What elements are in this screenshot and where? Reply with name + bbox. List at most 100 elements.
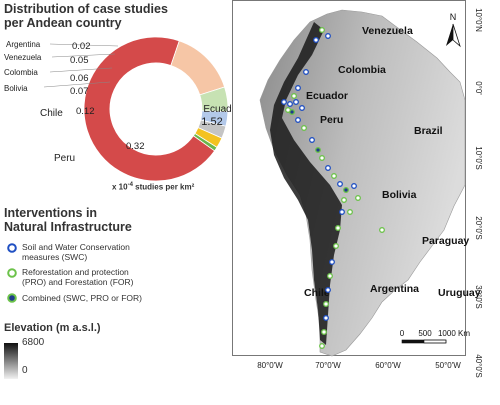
pro-for-label-line2: (PRO) and Forestation (FOR) [22,277,134,287]
map-site-point [347,209,353,215]
donut-slice-peru [170,40,226,96]
map-site-point [325,165,331,171]
map-lat-label: 40°0'S [474,354,483,377]
donut-country-argentina: Argentina [6,40,41,49]
andes-ridge [270,22,342,345]
swc-symbol [7,243,17,253]
map-site-point [379,227,385,233]
elevation-max-label: 6800 [22,337,45,348]
map-site-point [293,99,299,105]
donut-country-venezuela: Venezuela [4,53,42,62]
map-site-point [285,107,291,113]
donut-title: Distribution of case studies per Andean … [4,2,168,30]
donut-country-bolivia: Bolivia [4,84,28,93]
donut-country-chile: Chile [40,108,63,119]
map-country-bolivia: Bolivia [382,189,417,201]
map-site-point [319,27,325,33]
map-lat-label: 30°0'S [474,285,483,308]
map-country-ecuador: Ecuador [306,90,348,102]
map-lat-label: 10°0'S [474,146,483,169]
combined-label-line1: Combined (SWC, PRO or FOR) [22,293,142,303]
map-country-brazil: Brazil [414,125,443,137]
swc-label-line2: measures (SWC) [22,252,88,262]
elevation-ramp [4,343,18,379]
donut-value-chile: 0.12 [76,106,95,117]
map-site-point [323,301,329,307]
donut-title-line1: Distribution of case studies [4,2,168,16]
pro-for-symbol [7,268,17,278]
map-lon-label: 70°0'W [315,361,341,370]
donut-leader-line [51,53,116,58]
pro-for-label-line1: Reforestation and protection [22,267,129,277]
map-site-point [313,37,319,43]
donut-country-ecuador: Ecuador [203,104,240,115]
donut-value-argentina: 0.02 [72,41,91,52]
donut-slice-argentina [192,132,218,152]
map-site-point [335,225,341,231]
map-site-point [309,137,315,143]
map-country-colombia: Colombia [338,64,386,76]
interventions-title-line1: Interventions in [4,206,98,220]
map-lon-label: 60°0'W [375,361,401,370]
map-site-point [329,259,335,265]
donut-value-venezuela: 0.05 [70,55,89,66]
map-site-point [281,99,287,105]
map-site-point [341,197,347,203]
donut-value-ecuador: 1.52 [201,116,222,128]
map-country-peru: Peru [320,114,343,126]
map-country-paraguay: Paraguay [422,235,469,247]
north-arrow-icon: N [446,12,461,48]
scale-label-1000: 1000 Km [438,329,470,338]
map-country-uruguay: Uruguay [438,287,481,299]
map-lon-label: 80°0'W [257,361,283,370]
donut-leader-line [49,67,113,73]
map-site-point [343,187,349,193]
map-site-point [331,173,337,179]
swc-label-line1: Soil and Water Conservation [22,242,130,252]
interventions-title: Interventions in Natural Infrastructure [4,206,132,234]
map-site-point [319,155,325,161]
map-site-point [325,33,331,39]
donut-value-colombia: 0.06 [70,73,89,84]
elevation-min-label: 0 [22,365,28,376]
map-site-point [291,93,297,99]
donut-slice-ecuador [83,36,216,182]
map-site-point [325,287,331,293]
map-site-point [355,195,361,201]
donut-country-peru: Peru [54,153,75,164]
north-label: N [450,12,457,22]
map-lat-label: 10°0'N [474,8,483,32]
map-lat-label: 0°0' [474,81,483,95]
map-site-point [319,343,325,349]
donut-leader-line [43,81,111,88]
map-site-point [315,147,321,153]
interventions-title-line2: Natural Infrastructure [4,220,132,234]
donut-value-peru: 0.32 [126,141,145,152]
donut-value-bolivia: 0.07 [70,86,89,97]
map-country-chile: Chile [304,287,330,299]
donut-title-line2: per Andean country [4,16,122,30]
map-site-point [303,69,309,75]
map-site-point [323,315,329,321]
map-site-point [337,181,343,187]
donut-leader-line [49,43,119,47]
map-site-point [321,329,327,335]
elevation-title: Elevation (m a.s.l.) [4,322,101,334]
map-site-point [339,209,345,215]
map-site-point [295,85,301,91]
map-site-point [299,105,305,111]
map-site-point [333,243,339,249]
combined-symbol [7,293,17,303]
map-site-point [295,117,301,123]
map-site-point [287,101,293,107]
scale-bar: 0 500 1000 Km [400,329,470,344]
map-country-venezuela: Venezuela [362,25,413,37]
map-panel: Venezuela Colombia Ecuador Peru Brazil Bolivi… [232,0,483,378]
scale-label-500: 500 [418,329,432,338]
donut-country-colombia: Colombia [4,68,38,77]
map-site-point [301,125,307,131]
map-site-point [327,273,333,279]
map-lat-label: 20°0'S [474,216,483,239]
map-site-point [351,183,357,189]
